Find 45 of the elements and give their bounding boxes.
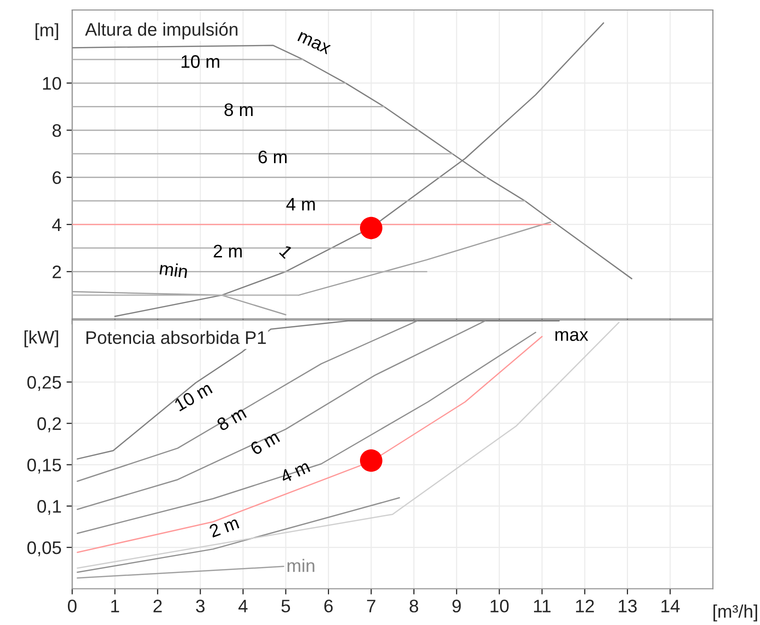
x-tick-label: 12: [576, 600, 594, 612]
x-tick-label: 2: [154, 600, 162, 612]
annotation: 10 m: [182, 55, 220, 68]
y-tick-label: 6: [52, 171, 61, 184]
annotation: 1: [279, 244, 294, 259]
x-tick-label: 1: [111, 600, 120, 612]
y-tick-label: 0,2: [37, 417, 61, 432]
annotation: 6 m: [249, 430, 280, 456]
annotation: 8 m: [216, 406, 247, 432]
y-tick-label: 8: [52, 124, 61, 137]
annotation: 10 m: [174, 382, 213, 412]
annotation: max: [297, 32, 332, 55]
chart-title: Potencia absorbida P1: [86, 330, 266, 344]
y-tick-label: 2: [52, 266, 61, 278]
annotation: 4 m: [286, 198, 315, 210]
x-tick-label: 14: [662, 600, 680, 612]
y-axis-title: [kW]: [24, 330, 58, 348]
y-tick-label: 0,25: [27, 376, 62, 391]
annotation: min: [160, 261, 188, 278]
y-tick-label: 0,1: [37, 500, 61, 515]
x-tick-label: 3: [196, 600, 205, 612]
y-tick-label: 4: [52, 218, 62, 232]
text: Altura de impulsión: [85, 22, 238, 40]
x-tick-label: 4: [238, 600, 248, 612]
annotation: 8 m: [224, 103, 253, 116]
y-axis-title: [m]: [36, 23, 58, 40]
y-tick-label: 0,15: [27, 458, 62, 474]
annotation: max: [555, 331, 588, 341]
x-tick-label: 11: [534, 600, 551, 612]
x-tick-label: 10: [490, 600, 509, 612]
x-tick-label: 6: [324, 600, 333, 612]
x-tick-label: 5: [281, 600, 290, 612]
annotation: 6 m: [258, 150, 287, 164]
y-tick-label: 10: [43, 76, 62, 90]
y-tick-label: 0,05: [27, 541, 62, 556]
annotation: 4 m: [279, 460, 310, 484]
x-tick-label: 0: [68, 600, 77, 612]
x-tick-label: 9: [452, 600, 461, 612]
annotation: 2 m: [214, 244, 242, 258]
x-tick-label: 7: [367, 600, 376, 612]
x-tick-label: 13: [618, 600, 637, 612]
x-axis-title: [m³/h]: [714, 604, 758, 622]
annotation: min: [288, 558, 314, 572]
annotation: 2 m: [208, 516, 240, 538]
x-tick-label: 8: [410, 600, 418, 612]
